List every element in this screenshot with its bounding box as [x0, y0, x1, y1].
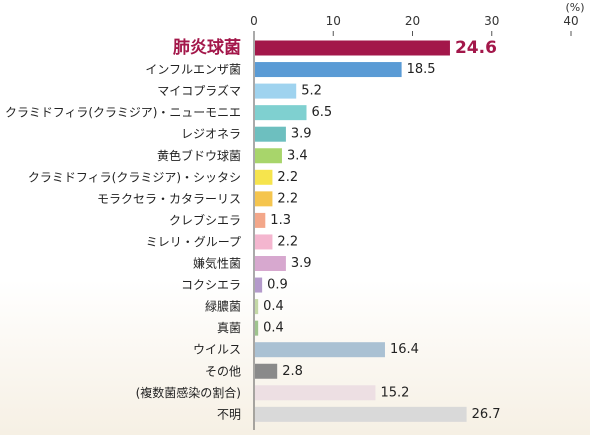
labels-layer: 肺炎球菌 24.6 インフルエンザ菌 18.5 マイコプラズマ 5.2 クラミドフィラ(クラ…	[5, 38, 501, 422]
category-label: (複数菌感染の割合)	[136, 385, 241, 400]
x-tick-label: 20	[405, 14, 420, 28]
value-label: 0.4	[263, 321, 284, 336]
bar	[255, 169, 273, 185]
value-label: 15.2	[380, 385, 409, 400]
bar	[255, 191, 273, 207]
category-label: マイコプラズマ	[157, 83, 241, 98]
value-label: 3.4	[287, 148, 308, 163]
bar	[255, 299, 259, 315]
category-label: クレブシエラ	[169, 212, 241, 227]
bar	[255, 62, 402, 78]
bar	[255, 406, 467, 422]
value-label: 0.9	[267, 278, 288, 293]
value-label: 3.9	[291, 127, 312, 142]
value-label: 5.2	[301, 84, 322, 99]
value-label: 0.4	[263, 299, 284, 314]
bar	[255, 234, 273, 250]
axis-layer: 0 10 20 30 40(%)	[250, 1, 585, 430]
bar	[255, 212, 266, 228]
bar	[255, 363, 278, 379]
value-label: 6.5	[312, 105, 333, 120]
bars-layer	[255, 40, 467, 422]
bar	[255, 385, 376, 401]
category-label: その他	[205, 364, 241, 378]
value-label: 2.8	[282, 364, 303, 379]
x-tick-label: 40	[563, 14, 578, 28]
category-label: 緑膿菌	[205, 299, 241, 314]
value-label: 26.7	[472, 407, 501, 422]
category-label: 黄色ブドウ球菌	[157, 148, 241, 163]
bar	[255, 105, 307, 121]
value-label: 1.3	[270, 213, 291, 228]
value-label: 18.5	[407, 62, 436, 77]
category-label: 肺炎球菌	[173, 38, 241, 58]
x-tick-label: 30	[484, 14, 499, 28]
value-label: 2.2	[277, 170, 298, 185]
category-label: インフルエンザ菌	[145, 63, 241, 77]
category-label: クラミドフィラ(クラミジア)・ニューモニエ	[5, 106, 241, 120]
value-label: 2.2	[277, 234, 298, 249]
category-label: 不明	[217, 407, 241, 421]
category-label: 真菌	[217, 321, 241, 335]
category-label: ウイルス	[193, 343, 241, 357]
bar	[255, 320, 259, 336]
category-label: コクシエラ	[181, 278, 241, 292]
bar	[255, 126, 286, 142]
category-label: 嫌気性菌	[193, 256, 241, 271]
x-tick-label: 0	[250, 14, 258, 28]
value-label: 3.9	[291, 256, 312, 271]
bar	[255, 40, 450, 56]
unit-label: (%)	[565, 1, 584, 14]
value-label: 2.2	[277, 191, 298, 206]
bar	[255, 256, 286, 271]
value-label: 24.6	[455, 38, 497, 58]
category-label: モラクセラ・カタラーリス	[97, 192, 241, 206]
category-label: ミレリ・グループ	[146, 235, 241, 249]
category-label: クラミドフィラ(クラミジア)・シッタシ	[28, 170, 241, 184]
bar	[255, 342, 385, 358]
value-label: 16.4	[390, 342, 419, 357]
bar	[255, 83, 297, 99]
category-label: レジオネラ	[181, 127, 241, 141]
bar	[255, 277, 263, 293]
x-tick-label: 10	[326, 14, 341, 28]
bar	[255, 148, 282, 164]
